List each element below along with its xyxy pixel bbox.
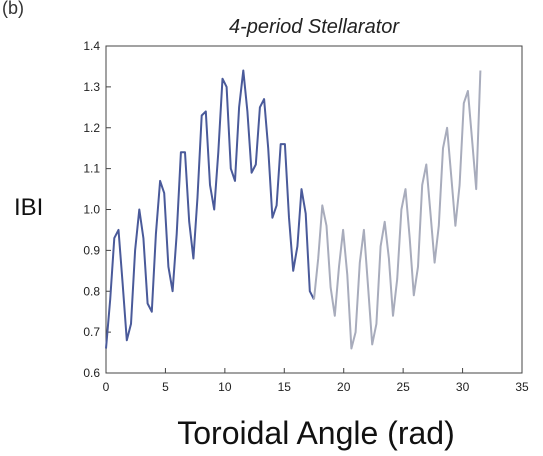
y-tick-label: 1.1 [83, 162, 100, 176]
x-tick-label: 15 [278, 380, 292, 394]
series-group [105, 69, 482, 350]
series-line-1 [105, 69, 315, 349]
series-line-2 [313, 70, 482, 350]
y-tick-label: 0.7 [83, 325, 100, 339]
x-axis-label: Toroidal Angle (rad) [177, 415, 454, 451]
panel-label: (b) [2, 0, 24, 18]
y-tick-label: 1.3 [83, 80, 100, 94]
y-tick-label: 1.2 [83, 121, 100, 135]
x-tick-label: 10 [218, 380, 232, 394]
plot-frame [105, 45, 523, 374]
y-axis-ticks: 0.6 0.7 0.8 0.9 1.0 1.1 1.2 1.3 1.4 [83, 39, 111, 380]
chart-title: 4-period Stellarator [229, 16, 400, 38]
y-axis-label: IBI [14, 194, 43, 221]
x-tick-label: 0 [103, 380, 110, 394]
y-tick-label: 0.8 [83, 284, 100, 298]
y-tick-label: 1.0 [83, 203, 100, 217]
y-tick-label: 1.4 [83, 39, 100, 53]
x-tick-label: 5 [162, 380, 169, 394]
y-tick-label: 0.9 [83, 243, 100, 257]
y-tick-label: 0.6 [83, 366, 100, 380]
x-tick-label: 35 [515, 380, 529, 394]
x-tick-label: 20 [337, 380, 351, 394]
x-tick-label: 25 [396, 380, 410, 394]
x-tick-label: 30 [456, 380, 470, 394]
x-axis-ticks: 0 5 10 15 20 25 30 35 [103, 368, 529, 394]
